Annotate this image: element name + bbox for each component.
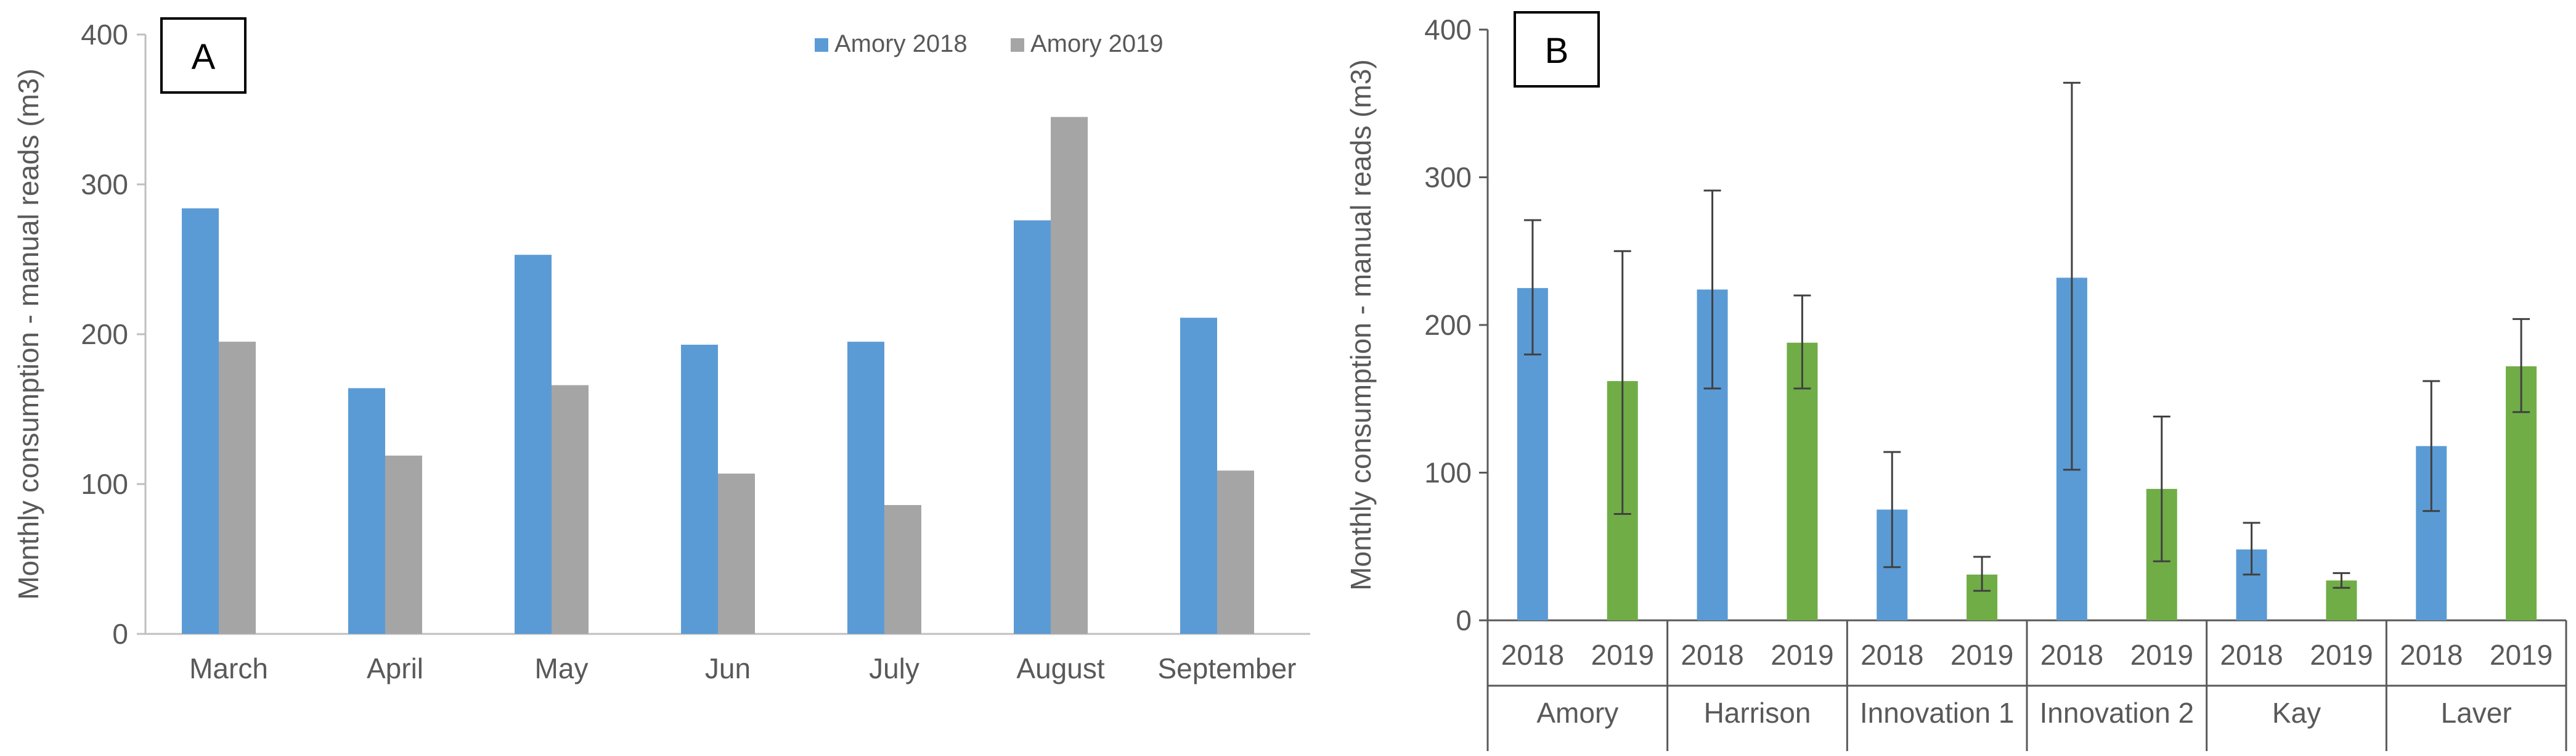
panel-label-b: B <box>1545 31 1569 71</box>
bar-a-amory-2018-march <box>182 208 219 634</box>
bar-a-amory-2019-september <box>1217 470 1254 634</box>
bar-a-amory-2019-july <box>884 505 921 634</box>
x-tick-label-year-b: 2018 <box>2400 639 2463 671</box>
legend-label-a: Amory 2019 <box>1030 30 1164 57</box>
x-group-label-b: Harrison <box>1704 697 1811 729</box>
x-group-label-b: Laver <box>2441 697 2512 729</box>
x-tick-label-year-b: 2018 <box>1861 639 1923 671</box>
y-tick-label-a: 100 <box>81 468 128 500</box>
x-tick-label-a: May <box>535 652 589 684</box>
x-group-label-b: Kay <box>2272 697 2321 729</box>
x-tick-label-year-b: 2019 <box>1591 639 1654 671</box>
x-tick-label-a: Jun <box>705 652 751 684</box>
x-tick-label-year-b: 2018 <box>1681 639 1743 671</box>
y-tick-label-a: 400 <box>81 18 128 51</box>
panel-label-box-b <box>1514 11 1600 88</box>
legend-label-a: Amory 2018 <box>834 30 968 57</box>
panel-label-box-a <box>160 17 247 94</box>
bar-a-amory-2019-jun <box>718 473 755 634</box>
y-axis-title-b: Monthly consumption - manual reads (m3) <box>1345 59 1377 591</box>
bar-a-amory-2018-jun <box>681 345 718 634</box>
y-tick-label-a: 200 <box>81 318 128 350</box>
bar-a-amory-2019-march <box>219 342 256 634</box>
x-tick-label-year-b: 2018 <box>1501 639 1564 671</box>
x-tick-label-year-b: 2018 <box>2220 639 2283 671</box>
bar-a-amory-2018-september <box>1180 318 1217 634</box>
bar-a-amory-2019-april <box>385 455 422 634</box>
y-tick-label-b: 100 <box>1424 457 1472 489</box>
panel-label-a: A <box>192 37 216 77</box>
chart-a: 0 100 200 300 400 March April May Jun July August S… <box>12 17 1310 684</box>
x-tick-label-year-b: 2018 <box>2040 639 2103 671</box>
x-tick-label-a: April <box>367 652 423 684</box>
x-tick-label-a: September <box>1157 652 1296 684</box>
legend-swatch-a <box>1011 38 1024 52</box>
bar-a-amory-2018-april <box>348 388 385 634</box>
legend-swatch-a <box>815 38 828 52</box>
bar-a-amory-2018-july <box>847 342 884 634</box>
y-tick-label-b: 400 <box>1424 14 1472 46</box>
x-tick-label-year-b: 2019 <box>2490 639 2553 671</box>
x-tick-label-a: March <box>189 652 268 684</box>
bar-a-amory-2018-august <box>1014 220 1051 634</box>
x-group-label-b: Innovation 1 <box>1860 697 2015 729</box>
x-tick-label-year-b: 2019 <box>1950 639 2013 671</box>
x-tick-label-a: July <box>869 652 919 684</box>
x-group-label-b: Innovation 2 <box>2040 697 2195 729</box>
x-group-label-b: Amory <box>1536 697 1618 729</box>
bar-a-amory-2018-may <box>515 255 552 635</box>
bar-a-amory-2019-may <box>552 385 589 634</box>
y-tick-label-a: 300 <box>81 168 128 200</box>
x-tick-label-year-b: 2019 <box>2310 639 2373 671</box>
y-tick-label-b: 0 <box>1456 604 1472 636</box>
y-tick-label-b: 300 <box>1424 162 1472 194</box>
y-tick-label-b: 200 <box>1424 309 1472 341</box>
y-tick-label-a: 0 <box>112 618 128 650</box>
y-axis-title-a: Monthly consumption - manual reads (m3) <box>12 68 44 600</box>
chart-b: 0 100 200 300 400 2018 2019 Amory 2018 2019 Harris… <box>1345 11 2567 751</box>
x-tick-label-year-b: 2019 <box>1771 639 1833 671</box>
x-tick-label-a: August <box>1016 652 1104 684</box>
x-tick-label-year-b: 2019 <box>2130 639 2193 671</box>
bar-a-amory-2019-august <box>1051 117 1088 634</box>
